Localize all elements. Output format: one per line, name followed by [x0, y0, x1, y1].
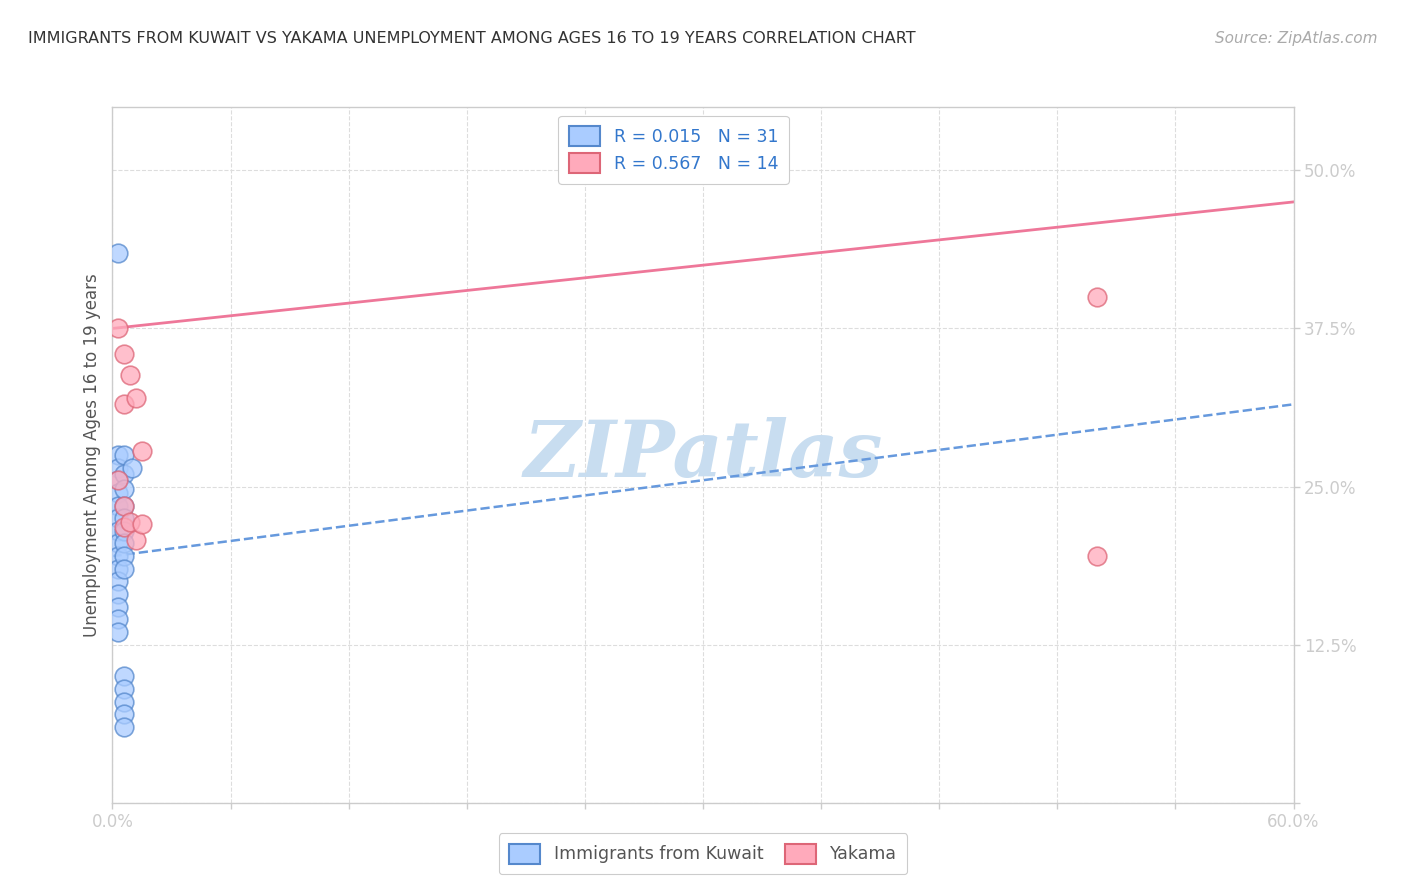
Point: [112, 467, 135, 481]
Point: [107, 511, 129, 525]
Point: [107, 245, 129, 260]
Text: IMMIGRANTS FROM KUWAIT VS YAKAMA UNEMPLOYMENT AMONG AGES 16 TO 19 YEARS CORRELAT: IMMIGRANTS FROM KUWAIT VS YAKAMA UNEMPLO…: [28, 31, 915, 46]
Point: [112, 695, 135, 709]
Point: [107, 473, 129, 487]
Point: [1085, 549, 1108, 563]
Point: [112, 669, 135, 683]
Point: [107, 486, 129, 500]
Point: [112, 524, 135, 538]
Point: [107, 473, 129, 487]
Point: [112, 511, 135, 525]
Point: [107, 499, 129, 513]
Point: [107, 599, 129, 614]
Point: [107, 625, 129, 640]
Point: [112, 562, 135, 576]
Point: [125, 533, 148, 547]
Point: [125, 391, 148, 405]
Y-axis label: Unemployment Among Ages 16 to 19 years: Unemployment Among Ages 16 to 19 years: [83, 273, 101, 637]
Point: [112, 707, 135, 722]
Point: [1085, 290, 1108, 304]
Text: Source: ZipAtlas.com: Source: ZipAtlas.com: [1215, 31, 1378, 46]
Point: [112, 681, 135, 696]
Point: [112, 720, 135, 734]
Point: [107, 524, 129, 538]
Point: [112, 347, 135, 361]
Point: [112, 482, 135, 496]
Point: [107, 536, 129, 550]
Point: [120, 515, 142, 529]
Point: [131, 517, 153, 532]
Point: [107, 612, 129, 626]
Point: [112, 520, 135, 534]
Point: [112, 549, 135, 563]
Point: [107, 549, 129, 563]
Point: [120, 368, 142, 383]
Point: [131, 444, 153, 458]
Point: [107, 562, 129, 576]
Point: [107, 321, 129, 335]
Point: [107, 587, 129, 601]
Point: [112, 448, 135, 462]
Point: [112, 499, 135, 513]
Point: [112, 397, 135, 411]
Point: [112, 536, 135, 550]
Point: [107, 448, 129, 462]
Point: [107, 460, 129, 475]
Legend: Immigrants from Kuwait, Yakama: Immigrants from Kuwait, Yakama: [499, 833, 907, 874]
Point: [112, 499, 135, 513]
Text: ZIPatlas: ZIPatlas: [523, 417, 883, 493]
Point: [107, 574, 129, 589]
Point: [121, 460, 143, 475]
